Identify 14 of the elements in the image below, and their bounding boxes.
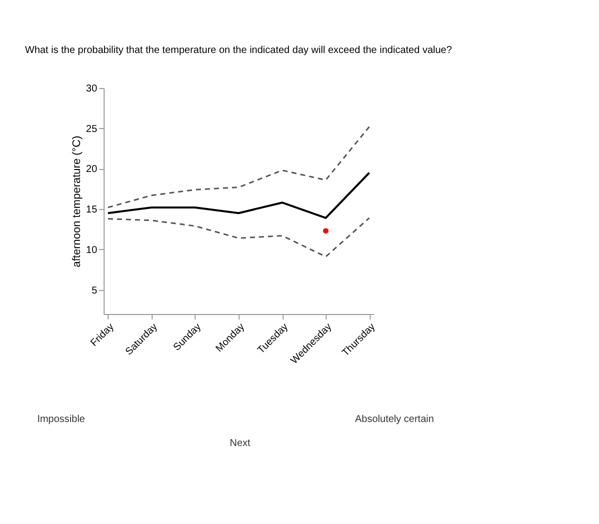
y-tick-label: 5 <box>92 285 98 296</box>
line-series <box>107 126 370 208</box>
y-tick-label: 10 <box>86 244 98 256</box>
chart-title: What is the probability that the temperature on the indicated day will exceed the indicated value? <box>25 45 452 56</box>
text: Impossible <box>37 414 86 425</box>
text: Next <box>230 438 250 449</box>
y-tick-label: 30 <box>86 84 98 94</box>
line-series <box>106 172 370 219</box>
y-tick-label: 20 <box>86 164 98 176</box>
y-tick-label: 15 <box>86 204 98 216</box>
y-tick-label: 25 <box>86 124 98 135</box>
y-axis-title: afternoon temperature (°C) <box>71 136 84 268</box>
text: Absolutely certain <box>355 414 434 425</box>
line-series <box>107 217 370 258</box>
